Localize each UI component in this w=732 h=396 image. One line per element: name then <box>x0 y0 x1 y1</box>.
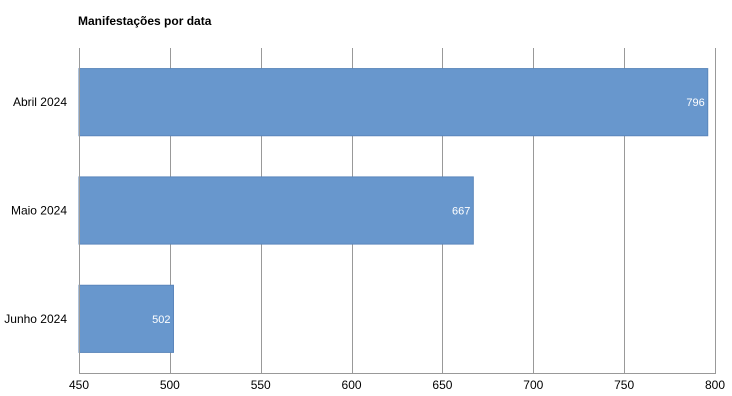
data-label: 667 <box>452 206 470 218</box>
x-tick-label: 450 <box>69 378 89 392</box>
x-tick-label: 550 <box>251 378 271 392</box>
x-tick-label: 500 <box>160 378 180 392</box>
bar <box>78 176 474 245</box>
x-tick-label: 800 <box>705 378 725 392</box>
chart-title: Manifestações por data <box>78 14 212 28</box>
data-label: 796 <box>686 97 704 109</box>
x-tick-label: 600 <box>342 378 362 392</box>
bar <box>78 68 709 137</box>
category-label: Abril 2024 <box>13 95 67 109</box>
x-tick-label: 650 <box>432 378 452 392</box>
x-tick-label: 750 <box>614 378 634 392</box>
data-label: 502 <box>152 314 170 326</box>
x-tick-label: 700 <box>523 378 543 392</box>
bar <box>78 284 174 353</box>
category-label: Maio 2024 <box>11 204 67 218</box>
bars: 796 667 502 <box>78 68 709 353</box>
axes: Abril 2024 Maio 2024 Junho 2024 450 500 550 60… <box>4 48 725 392</box>
category-label: Junho 2024 <box>4 312 67 326</box>
